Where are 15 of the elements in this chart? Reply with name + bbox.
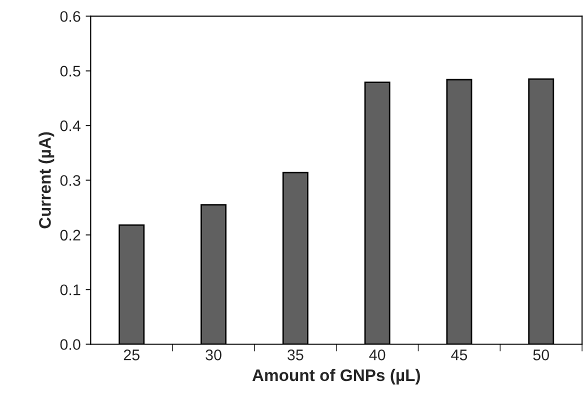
x-tick-label: 40 — [369, 350, 386, 360]
x-tick-label: 35 — [288, 350, 304, 360]
y-tick-label: 0.1 — [60, 284, 80, 296]
x-tick-label: 45 — [451, 350, 468, 360]
y-axis-title: Current (µA) — [38, 132, 54, 228]
y-tick-label: 0.6 — [60, 11, 80, 22]
y-tick-label: 0.5 — [60, 66, 80, 77]
x-tick-label: 30 — [206, 350, 222, 360]
x-tick-label: 50 — [533, 350, 550, 360]
x-axis-title: Amount of GNPs (µL) — [252, 368, 420, 384]
y-tick-label: 0.2 — [60, 230, 80, 241]
y-tick-label: 0.4 — [60, 120, 81, 132]
x-tick-label: 25 — [124, 350, 140, 360]
y-tick-label: 0.3 — [60, 175, 80, 186]
y-tick-label: 0.0 — [60, 339, 80, 350]
